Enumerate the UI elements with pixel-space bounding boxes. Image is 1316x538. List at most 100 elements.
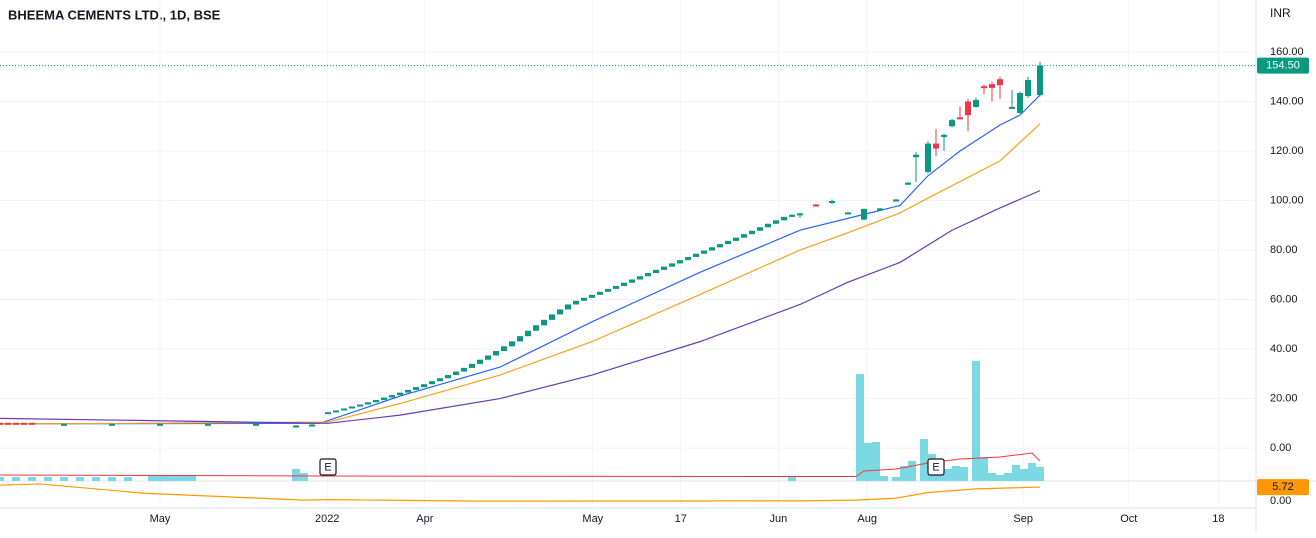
candle-body (21, 422, 27, 425)
candle-body (157, 423, 163, 426)
candle-body (701, 250, 707, 254)
candle-body (413, 387, 419, 390)
y-tick-label: 140.00 (1270, 95, 1304, 107)
candle-body (533, 325, 539, 331)
candle-body (693, 253, 699, 257)
volume-bar (28, 477, 36, 481)
y-tick-label: 20.00 (1270, 392, 1298, 404)
candle-body (253, 423, 259, 426)
volume-bar (1036, 467, 1044, 481)
x-tick-label: Sep (1013, 513, 1033, 525)
candle-body (781, 216, 787, 221)
candle-body (365, 402, 371, 405)
candle-body (861, 208, 867, 220)
volume-bar (300, 473, 308, 481)
moving-average-line (0, 190, 1041, 424)
candle-body (913, 154, 919, 158)
volume-bar (980, 457, 988, 481)
indicator-line (0, 483, 1041, 502)
candle-body (405, 389, 411, 393)
candle-body (1017, 93, 1023, 113)
candle-body (589, 294, 595, 298)
candle-body (29, 422, 35, 425)
candle-body (5, 422, 11, 425)
volume-bar (872, 442, 880, 481)
candle-body (973, 100, 979, 107)
candle-body (877, 208, 883, 211)
candle-body (525, 330, 531, 337)
candle-body (685, 256, 691, 261)
volume-bar (0, 477, 4, 481)
x-tick-label: May (150, 513, 171, 525)
volume-bar (188, 475, 196, 481)
moving-average-line (0, 94, 1041, 425)
volume-bar (1028, 463, 1036, 481)
volume-bar (60, 477, 68, 481)
volume-bar (172, 475, 180, 481)
candle-body (109, 423, 115, 426)
last-price-box (1257, 57, 1309, 74)
candle-body (0, 422, 3, 425)
candle-body (813, 204, 819, 207)
candle-body (925, 143, 931, 173)
candle-body (905, 182, 911, 185)
candle-body (989, 84, 995, 88)
candle-body (605, 288, 611, 292)
candle-body (381, 397, 387, 401)
volume-bar (908, 461, 916, 481)
candle-body (501, 346, 507, 352)
candle-body (797, 213, 803, 216)
candle-body (733, 237, 739, 241)
candle-body (469, 363, 475, 368)
candle-body (581, 297, 587, 301)
candle-body (421, 384, 427, 388)
y-tick-label: 120.00 (1270, 145, 1304, 157)
y-tick-label: 0.00 (1270, 442, 1291, 454)
candle-body (373, 400, 379, 403)
candle-body (357, 404, 363, 407)
candle-body (293, 425, 299, 428)
candle-body (757, 227, 763, 231)
volume-bar (292, 469, 300, 481)
last-price-label: 154.50 (1266, 60, 1300, 72)
candle-body (397, 392, 403, 396)
indicator-tick-label: 0.00 (1270, 495, 1291, 507)
volume-bar (12, 477, 20, 481)
volume-bar (920, 439, 928, 481)
currency: INR (1270, 6, 1291, 20)
volume-bar (156, 475, 164, 481)
candle-body (445, 375, 451, 379)
candle-body (829, 201, 835, 204)
candle-body (453, 371, 459, 376)
candle-body (1009, 106, 1015, 109)
event-marker (927, 458, 945, 476)
event-label: E (932, 461, 939, 473)
candle-body (653, 269, 659, 274)
candle-body (789, 214, 795, 217)
candle-body (725, 240, 731, 245)
candle-body (845, 212, 851, 215)
candle-body (549, 314, 555, 320)
candle-body (573, 300, 579, 305)
x-tick-label: 18 (1212, 513, 1224, 525)
candle-body (493, 351, 499, 356)
candle-body (629, 279, 635, 283)
candle-body (709, 247, 715, 251)
volume-bar (960, 467, 968, 481)
candle-body (637, 276, 643, 280)
candle-body (717, 244, 723, 248)
candle-body (965, 101, 971, 116)
volume-bar (856, 374, 864, 481)
candle-body (509, 341, 515, 347)
volume-bar (944, 469, 952, 481)
candle-body (437, 378, 443, 382)
x-tick-label: 2022 (315, 513, 339, 525)
y-tick-label: 160.00 (1270, 46, 1304, 58)
volume-bar (108, 477, 116, 481)
candle-body (773, 220, 779, 224)
volume-bar (892, 477, 900, 481)
candle-body (517, 336, 523, 342)
volume-bar (864, 443, 872, 481)
candle-body (597, 291, 603, 295)
